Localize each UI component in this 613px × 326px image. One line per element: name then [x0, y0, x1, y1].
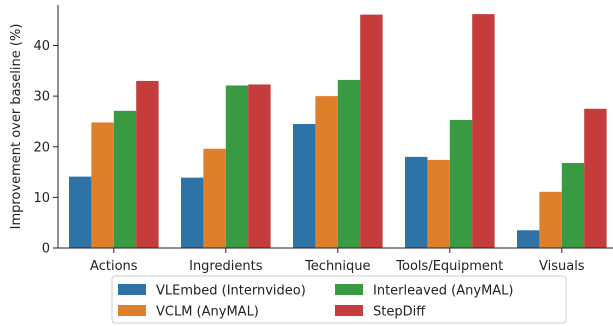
bar-3-3 — [472, 14, 495, 248]
bar-3-1 — [427, 159, 450, 248]
x-tick-label: Ingredients — [189, 259, 263, 274]
y-tick-label: 0 — [42, 242, 50, 257]
bar-4-2 — [561, 162, 585, 248]
x-tick-label: Actions — [90, 259, 138, 274]
bars-group — [69, 14, 607, 249]
y-axis-label: Improvement over baseline (%) — [9, 24, 24, 230]
bar-1-0 — [181, 177, 204, 248]
legend-frame — [111, 275, 567, 324]
bar-0-0 — [69, 176, 92, 248]
x-tick-label: Tools/Equipment — [395, 259, 503, 274]
legend-swatch — [335, 284, 363, 295]
legend-label: VLEmbed (Internvideo) — [156, 284, 306, 299]
bar-4-0 — [517, 230, 540, 248]
legend-label: Interleaved (AnyMAL) — [373, 284, 514, 299]
bar-2-0 — [293, 123, 316, 248]
legend-swatch — [335, 305, 363, 316]
bar-3-2 — [449, 119, 473, 248]
x-axis: Actions Ingredients Technique Tools/Equipme… — [58, 247, 613, 274]
x-ticks: Actions Ingredients Technique Tools/Equipme… — [90, 248, 585, 274]
legend: VLEmbed (Internvideo) VCLM (AnyMAL) Interl… — [111, 275, 567, 324]
legend-label: StepDiff — [373, 305, 426, 320]
bar-1-2 — [225, 85, 249, 249]
y-tick-label: 20 — [33, 140, 50, 155]
y-tick-label: 10 — [33, 191, 50, 206]
y-axis: 0 10 20 30 40 — [33, 5, 59, 257]
x-tick-label: Visuals — [539, 259, 585, 274]
bar-0-2 — [113, 110, 137, 249]
bar-3-0 — [405, 156, 428, 248]
bar-1-1 — [203, 148, 226, 248]
bar-2-3 — [360, 14, 383, 249]
bar-0-1 — [91, 122, 114, 248]
legend-swatch — [118, 284, 146, 295]
y-tick-label: 30 — [33, 90, 50, 105]
y-ticks: 0 10 20 30 40 — [33, 39, 58, 257]
legend-label: VCLM (AnyMAL) — [156, 305, 259, 320]
legend-swatch — [118, 305, 146, 316]
bar-4-3 — [584, 108, 607, 248]
legend-items: VLEmbed (Internvideo) VCLM (AnyMAL) Interl… — [118, 284, 514, 320]
y-tick-label: 40 — [33, 39, 50, 54]
bar-4-1 — [539, 191, 562, 248]
bar-2-1 — [315, 96, 338, 248]
bar-0-3 — [136, 80, 159, 248]
bar-2-2 — [337, 79, 361, 248]
x-tick-label: Technique — [304, 259, 370, 274]
bar-1-3 — [248, 84, 271, 248]
